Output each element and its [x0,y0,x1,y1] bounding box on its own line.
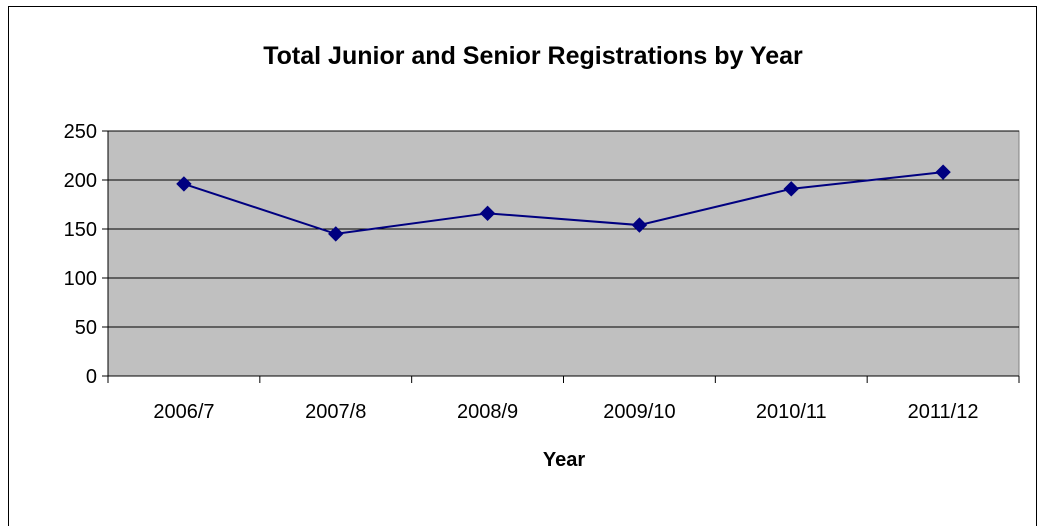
y-tick-label: 150 [64,219,97,241]
data-point-marker [176,176,192,192]
x-tick-label: 2008/9 [457,401,518,423]
data-point-marker [783,181,799,197]
x-tick-labels: 2006/7 2007/8 2008/9 2009/10 2010/11 2011/12 [153,401,978,423]
y-tick-label: 250 [64,121,97,143]
series-line-path [183,171,944,235]
data-point-marker [631,217,648,233]
x-tick-label: 2009/10 [603,401,675,423]
data-point-marker [479,205,496,222]
plot-area [107,130,1020,377]
data-point-marker [935,164,951,180]
data-point-marker [328,226,344,242]
x-tick-label: 2006/7 [153,401,214,423]
y-tick-label: 100 [64,268,97,290]
x-tick-label: 2007/8 [305,401,366,423]
chart-title: Total Junior and Senior Registrations by… [263,42,803,70]
series-markers [176,164,951,242]
series-line [183,171,944,235]
y-tick-label: 50 [75,317,97,339]
y-tick-labels: 0 50 100 150 200 250 [64,121,97,388]
y-tick-label: 200 [64,170,97,192]
x-tick-marks [107,376,1020,383]
x-tick-label: 2011/12 [908,401,979,423]
x-tick-label: 2010/11 [756,401,827,423]
y-tick-label: 0 [86,366,97,388]
chart-svg: Total Junior and Senior Registrations by… [64,42,1020,471]
x-axis-title: Year [543,449,585,471]
